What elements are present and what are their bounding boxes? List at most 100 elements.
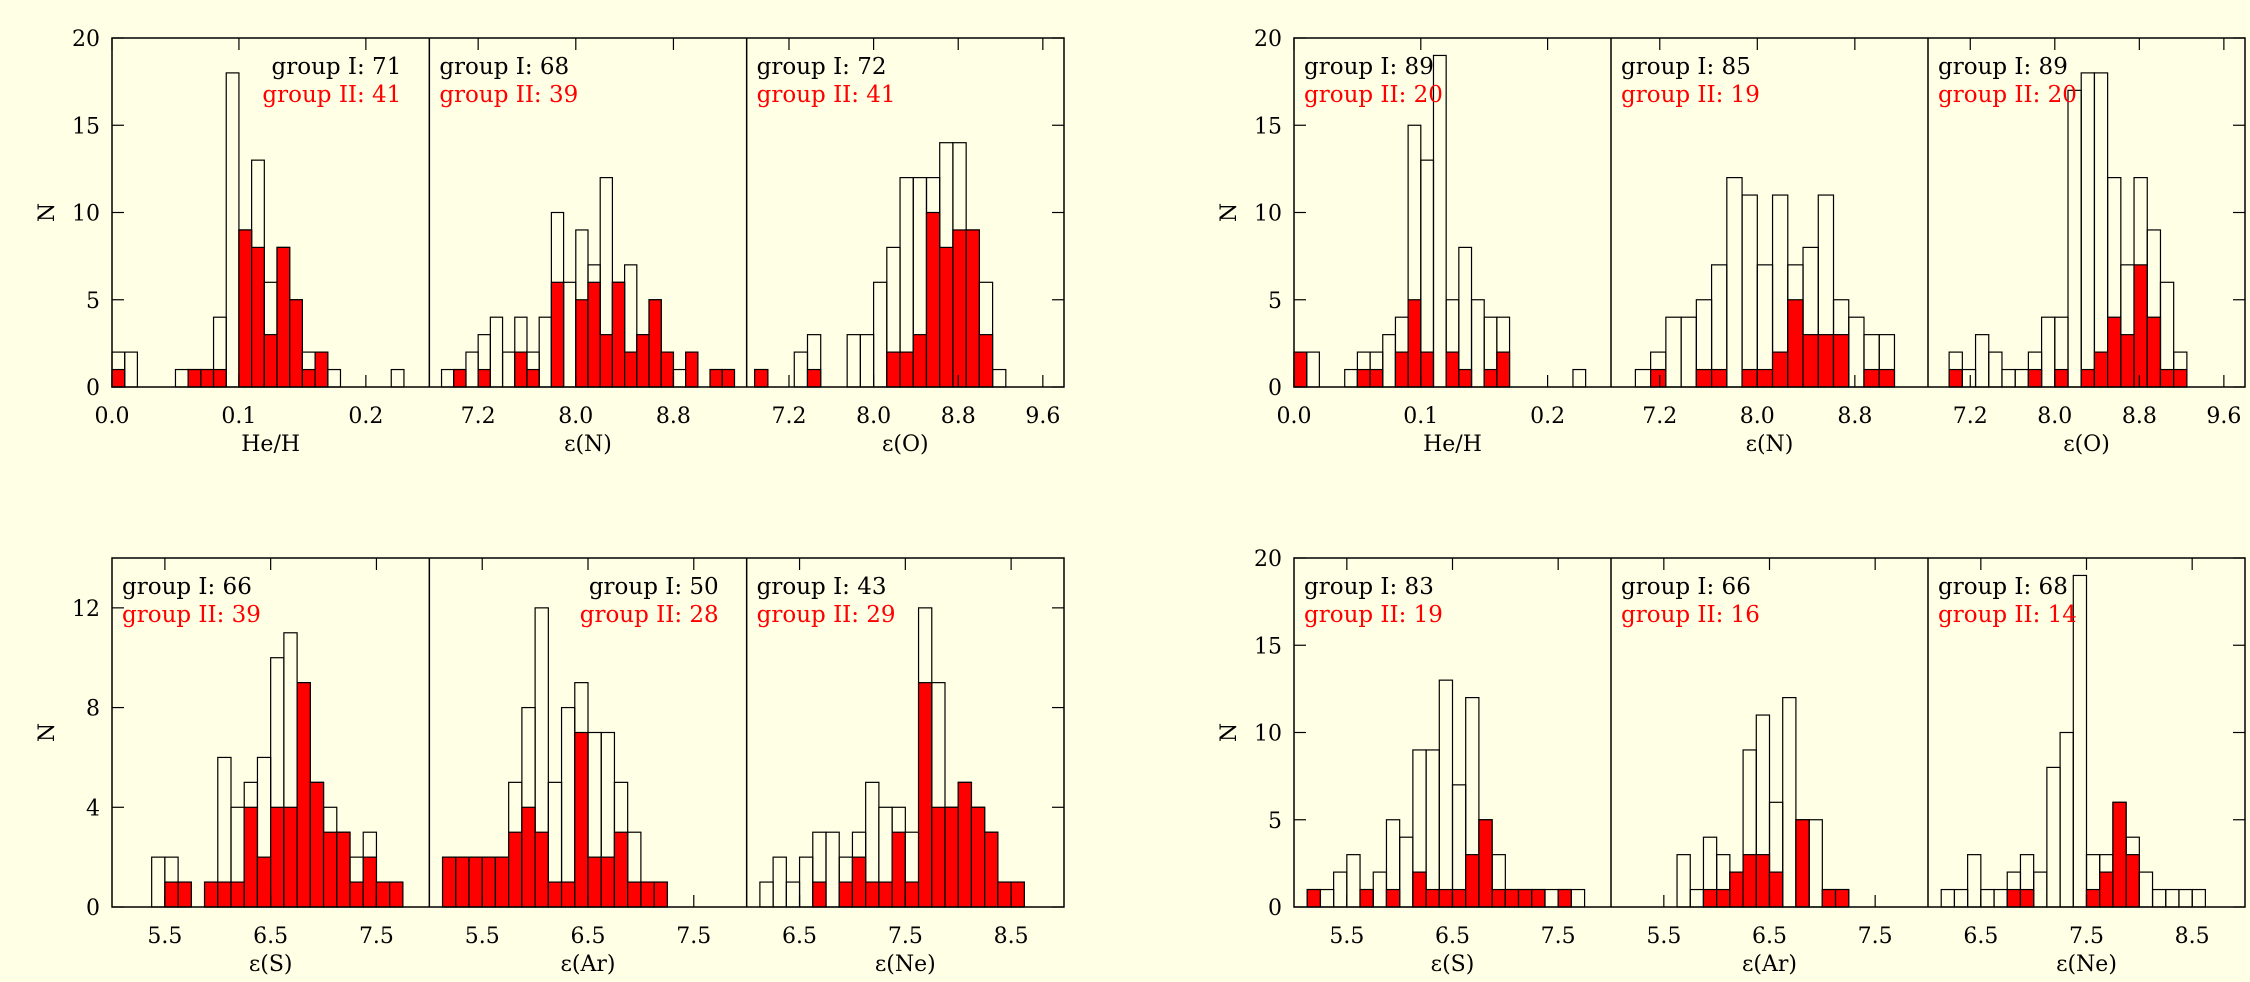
bar-group2 <box>296 682 311 908</box>
y-tick-label: 5 <box>1268 809 1282 834</box>
bar-group2 <box>1438 888 1454 908</box>
bar-group2 <box>904 881 920 908</box>
bar-group2 <box>599 334 614 388</box>
bar-group1 <box>1953 888 1969 908</box>
bar-group2 <box>685 351 699 388</box>
group2-count-label: group II: 39 <box>439 82 578 108</box>
x-axis-label: ε(S) <box>249 952 293 977</box>
x-tick-label: 6.5 <box>253 924 288 949</box>
x-tick-label: 7.5 <box>676 924 711 949</box>
y-tick-label: 20 <box>1254 547 1282 572</box>
bar-group1 <box>1372 871 1388 908</box>
x-tick-label: 8.8 <box>656 404 691 429</box>
x-tick-label: 8.0 <box>856 404 891 429</box>
bar-group1 <box>2093 72 2109 388</box>
x-axis-label: ε(Ne) <box>875 952 936 977</box>
bar-group2 <box>1504 888 1520 908</box>
bar-group2 <box>1356 368 1371 388</box>
bar-group1 <box>538 316 552 388</box>
bar-group1 <box>1676 854 1691 908</box>
bar-group2 <box>1517 888 1533 908</box>
bar-group2 <box>375 881 391 908</box>
bar-group2 <box>1445 351 1460 388</box>
bar-group2 <box>243 806 259 908</box>
y-tick-label: 10 <box>1254 202 1282 227</box>
x-axis-label: ε(Ne) <box>2056 952 2117 977</box>
bar-group1 <box>672 368 687 388</box>
bar-group2 <box>362 856 378 908</box>
bar-group2 <box>1412 871 1427 908</box>
bar-group2 <box>212 368 227 388</box>
bar-group2 <box>2019 888 2035 908</box>
group2-count-label: group II: 19 <box>1621 82 1760 108</box>
bar-group1 <box>793 351 809 388</box>
x-tick-label: 8.8 <box>2122 404 2157 429</box>
bar-group2 <box>455 856 470 908</box>
x-tick-label: 7.2 <box>1953 404 1988 429</box>
bar-group1 <box>2178 888 2193 908</box>
bar-group2 <box>276 246 291 388</box>
x-tick-label: 7.5 <box>1858 924 1893 949</box>
bar-group1 <box>1634 368 1652 388</box>
panel-frame <box>1293 557 2246 908</box>
bar-group2 <box>1650 368 1667 388</box>
bar-group2 <box>965 229 980 388</box>
bar-group2 <box>1756 368 1774 388</box>
bar-group1 <box>2138 871 2154 908</box>
bar-group1 <box>562 281 577 388</box>
bar-group2 <box>2125 854 2140 908</box>
bar-group2 <box>336 831 351 908</box>
bar-group2 <box>1771 351 1789 388</box>
bar-group1 <box>1470 299 1485 388</box>
y-axis-label: N <box>1217 203 1242 222</box>
y-tick-label: 0 <box>1268 376 1282 401</box>
bar-group2 <box>1385 888 1401 908</box>
bar-group2 <box>1306 888 1322 908</box>
bar-group2 <box>1716 888 1731 908</box>
bar-group2 <box>2006 888 2022 908</box>
bar-group2 <box>660 351 675 388</box>
y-tick-label: 15 <box>72 114 100 139</box>
x-tick-label: 6.5 <box>1435 924 1470 949</box>
y-tick-label: 5 <box>1268 289 1282 314</box>
group1-count-label: group I: 85 <box>1621 54 1751 80</box>
bar-group1 <box>124 351 138 388</box>
bar-group1 <box>1848 316 1865 388</box>
bar-group2 <box>187 368 202 388</box>
bar-group1 <box>1726 177 1743 388</box>
bar-group2 <box>1702 888 1718 908</box>
bar-group2 <box>865 881 880 908</box>
bar-group2 <box>1359 888 1374 908</box>
bar-group1 <box>2001 368 2016 388</box>
bar-group2 <box>931 806 946 908</box>
bar-group1 <box>1961 368 1977 388</box>
bar-group2 <box>1496 351 1511 388</box>
bar-group2 <box>289 299 303 388</box>
bar-group1 <box>2033 871 2048 908</box>
y-tick-label: 15 <box>1254 634 1282 659</box>
bar-group1 <box>1438 679 1454 908</box>
bar-group1 <box>390 368 405 388</box>
x-axis-label: ε(S) <box>1431 952 1475 977</box>
bar-group1 <box>1988 351 2003 388</box>
bar-group1 <box>1344 368 1358 388</box>
bar-group2 <box>952 229 967 388</box>
x-tick-label: 7.5 <box>888 924 923 949</box>
bar-group2 <box>238 229 253 388</box>
bar-group2 <box>851 856 867 908</box>
bar-group2 <box>2080 368 2096 388</box>
bar-group1 <box>2165 888 2180 908</box>
bar-group1 <box>174 368 189 388</box>
bar-group1 <box>1782 696 1797 908</box>
y-tick-label: 10 <box>1254 722 1282 747</box>
bar-group2 <box>2107 316 2122 388</box>
x-tick-label: 6.5 <box>1752 924 1787 949</box>
bar-group2 <box>600 856 616 908</box>
bar-group2 <box>322 831 338 908</box>
group1-count-label: group I: 66 <box>122 574 252 600</box>
